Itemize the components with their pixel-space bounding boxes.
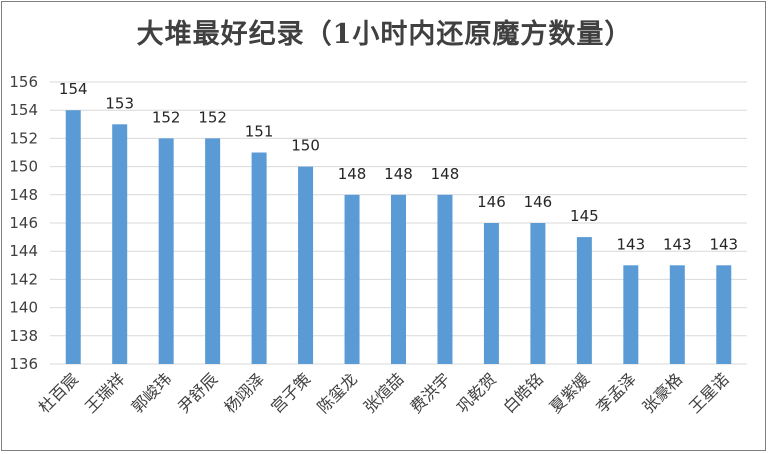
bar [205, 138, 221, 364]
bar [716, 265, 732, 364]
bars [65, 110, 732, 364]
x-tick-label: 宫子策 [267, 369, 314, 416]
data-label: 153 [105, 94, 134, 112]
bar [576, 237, 592, 364]
x-tick-label: 王瑞祥 [81, 369, 128, 416]
y-tick-label: 146 [9, 214, 38, 232]
y-tick-label: 152 [9, 129, 38, 147]
x-tick-label: 李孟泽 [592, 369, 639, 416]
data-label: 148 [338, 165, 367, 183]
x-tick-label: 费洪宇 [406, 369, 453, 416]
x-tick-label: 杨翊泽 [221, 369, 268, 416]
y-tick-label: 154 [9, 101, 38, 119]
bar [530, 223, 546, 364]
bar [158, 138, 174, 364]
x-axis-ticks: 杜百宸 王瑞祥 郭峻玮 尹舒辰 杨翊泽 宫子策 陈玺龙 张煊喆 费洪宇 巩乾贺 白皓铭 夏紫媛 李孟泽张… [35, 369, 733, 416]
y-tick-label: 138 [9, 327, 38, 345]
x-tick-label: 夏紫媛 [546, 369, 593, 416]
bar [298, 166, 314, 364]
bar [623, 265, 639, 364]
y-tick-label: 136 [9, 355, 38, 373]
y-tick-label: 150 [9, 158, 38, 176]
data-label: 152 [152, 108, 181, 126]
x-tick-label: 张煊喆 [360, 369, 407, 416]
x-tick-label: 陈玺龙 [313, 369, 360, 416]
bar [483, 223, 499, 364]
x-tick-label: 郭峻玮 [128, 369, 175, 416]
data-label: 143 [709, 235, 738, 253]
data-label: 152 [198, 108, 227, 126]
bar [437, 194, 453, 364]
x-tick-label: 杜百宸 [35, 369, 82, 416]
data-label: 154 [59, 80, 88, 98]
data-label: 148 [431, 165, 460, 183]
data-label: 143 [663, 235, 692, 253]
data-label: 148 [384, 165, 413, 183]
data-label: 145 [570, 207, 599, 225]
data-label: 151 [245, 123, 274, 141]
x-tick-label: 白皓铭 [499, 369, 546, 416]
data-label: 146 [477, 193, 506, 211]
data-label: 150 [291, 137, 320, 155]
bar [669, 265, 685, 364]
y-tick-label: 156 [9, 73, 38, 91]
y-tick-label: 148 [9, 186, 38, 204]
x-tick-label: 张豪格 [639, 369, 686, 416]
y-tick-label: 142 [9, 270, 38, 288]
data-label: 143 [617, 235, 646, 253]
x-tick-label: 巩乾贺 [453, 369, 500, 416]
chart-title: 大堆最好纪录（1小时内还原魔方数量） [136, 19, 633, 50]
y-tick-label: 140 [9, 299, 38, 317]
bar [391, 194, 406, 364]
bar [344, 194, 360, 364]
y-tick-label: 144 [9, 242, 38, 260]
bar [65, 110, 81, 364]
data-labels: 154 153 152 152 151 150 148 148 148 146 146 145 143 1… [59, 80, 738, 253]
x-tick-label: 尹舒辰 [174, 369, 221, 416]
data-label: 146 [524, 193, 553, 211]
x-tick-label: 王星诺 [685, 369, 732, 416]
bar [112, 124, 128, 364]
bar [251, 152, 267, 364]
y-axis-ticks: 136 138 140 142 144 146 148 150 152 154 156 [9, 73, 38, 373]
